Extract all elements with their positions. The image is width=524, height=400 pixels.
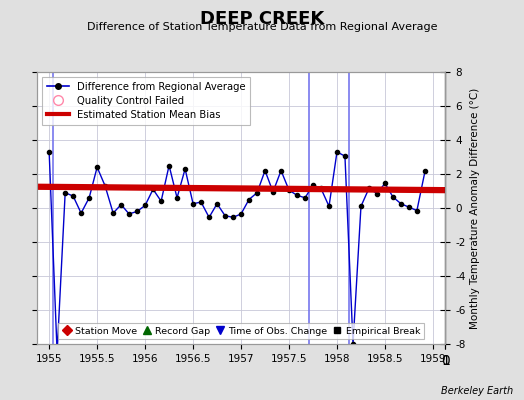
Y-axis label: Monthly Temperature Anomaly Difference (°C): Monthly Temperature Anomaly Difference (… xyxy=(470,87,479,329)
Text: Difference of Station Temperature Data from Regional Average: Difference of Station Temperature Data f… xyxy=(87,22,437,32)
Text: Berkeley Earth: Berkeley Earth xyxy=(441,386,514,396)
Text: DEEP CREEK: DEEP CREEK xyxy=(200,10,324,28)
Legend: Station Move, Record Gap, Time of Obs. Change, Empirical Break: Station Move, Record Gap, Time of Obs. C… xyxy=(58,323,424,339)
